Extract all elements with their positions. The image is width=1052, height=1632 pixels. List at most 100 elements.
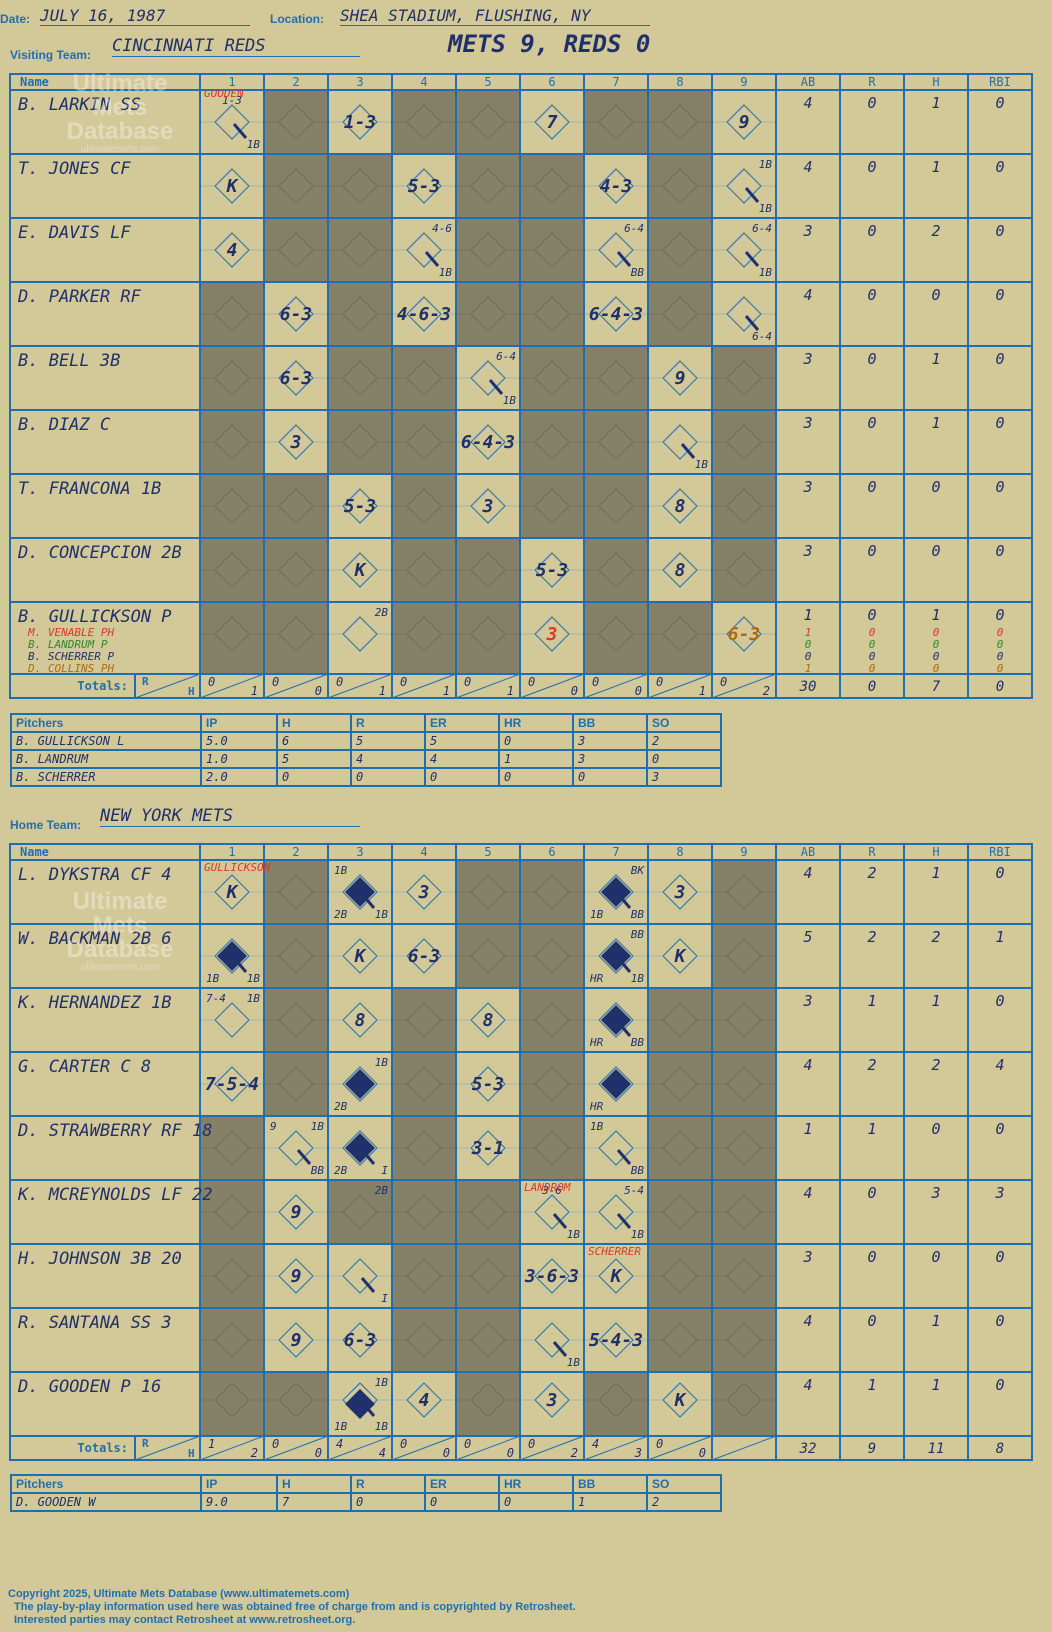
visitors-play-note: 2B	[375, 606, 389, 619]
home-base-diamond	[598, 1066, 634, 1102]
visitors-base-diamond	[726, 104, 762, 140]
home-player-stat: 1	[931, 1312, 940, 1330]
visitors-player-stat: 0	[995, 222, 1004, 240]
visitors-inning-cell	[392, 602, 456, 674]
visitors-header-inning: 9	[740, 75, 747, 89]
visitors-base-diamond	[406, 168, 442, 204]
visitors-hit-line	[616, 251, 632, 267]
visitors-base-diamond	[406, 104, 442, 140]
watermark-url: ultimatemets.com	[80, 144, 160, 155]
visitors-inning-total-hits: 1	[379, 684, 386, 698]
home-play-result: K	[354, 946, 368, 967]
home-pitchers-header-cell: ER	[424, 1474, 500, 1494]
home-play-note: 2B	[334, 1100, 348, 1113]
home-play-note: BB	[631, 1164, 645, 1177]
home-inning-total-runs: 0	[528, 1437, 535, 1451]
home-base-diamond	[534, 1130, 570, 1166]
location-label: Location:	[270, 12, 324, 26]
home-base-diamond	[214, 1258, 250, 1294]
home-play-note: HR	[589, 1100, 604, 1113]
home-base-diamond	[214, 1002, 250, 1038]
home-play-note: 1B	[590, 1120, 604, 1133]
home-pitcher-change-note: SCHERRER	[588, 1245, 641, 1258]
visitors-player-stat: 0	[995, 158, 1004, 176]
visitors-pitcher-row: B. GULLICKSON L 5.0 6 5 5 0 3 2	[10, 731, 722, 751]
home-player-stat: 4	[803, 864, 812, 882]
visitors-base-diamond	[342, 552, 378, 588]
home-inning-total-runs: 4	[592, 1437, 599, 1451]
visitors-base-diamond	[342, 104, 378, 140]
visitors-base-diamond	[598, 488, 634, 524]
visitors-pitcher-stat: 0	[498, 731, 574, 751]
visitors-play-note: 1B	[759, 202, 773, 215]
visitors-totals-label: Totals:	[77, 679, 128, 693]
visitors-base-diamond	[278, 168, 314, 204]
visitors-play-note: 6-4	[496, 350, 516, 363]
home-inning-total-runs: 0	[272, 1437, 279, 1451]
visitors-inning-total-runs: 0	[528, 675, 535, 689]
visitors-base-diamond	[598, 296, 634, 332]
visitors-player-stat: 0	[995, 94, 1004, 112]
home-base-diamond	[598, 1382, 634, 1418]
visitors-play-result: 3	[546, 624, 558, 645]
home-player-name: G. CARTER C 8	[18, 1057, 151, 1077]
visitors-pitchers-header-cell: IP	[200, 713, 278, 733]
home-player-name: K. MCREYNOLDS LF 22	[17, 1185, 212, 1205]
visitors-base-diamond	[598, 232, 634, 268]
visitors-player-name: T. FRANCONA 1B	[18, 479, 161, 499]
home-base-diamond	[406, 1066, 442, 1102]
home-play-result: 3	[546, 1390, 558, 1411]
home-player-stat: 1	[867, 992, 876, 1010]
visitors-hit-line	[680, 443, 696, 459]
visitors-pitcher-stat: 6	[276, 731, 352, 751]
visitors-base-diamond	[278, 424, 314, 460]
home-inning-total-slash	[583, 1435, 649, 1461]
visitors-header-stat: H	[932, 75, 939, 89]
visitors-total-stat: 7	[932, 679, 941, 695]
home-player-stat: 4	[803, 1056, 812, 1074]
home-player-name: W. BACKMAN 2B 6	[18, 929, 172, 949]
visitors-player-stat: 0	[931, 478, 940, 496]
home-base-diamond	[598, 1002, 634, 1038]
home-base-diamond	[406, 1322, 442, 1358]
visitors-base-diamond	[342, 296, 378, 332]
visitors-header-inning: 1	[228, 75, 235, 89]
visitors-header-stat: RBI	[989, 75, 1011, 89]
home-play-result: 6-3	[408, 946, 441, 967]
home-total-stat: 32	[799, 1441, 817, 1457]
visitors-base-diamond	[726, 360, 762, 396]
visitors-play-result: 7	[547, 112, 558, 133]
visitors-header-stat: AB	[801, 75, 815, 89]
home-player-stat: 0	[995, 1376, 1004, 1394]
visitors-base-diamond	[534, 232, 570, 268]
visitors-base-diamond	[406, 616, 442, 652]
home-play-note: I	[381, 1164, 388, 1177]
home-player-stat: 2	[867, 928, 876, 946]
home-base-diamond	[278, 938, 314, 974]
home-play-note: 2B	[334, 908, 348, 921]
home-pitcher-stat: 9.0	[200, 1492, 278, 1512]
home-inning-total-hits: 4	[379, 1446, 386, 1460]
visitors-pitcher-stat: 3	[572, 749, 648, 769]
visitors-base-diamond	[406, 552, 442, 588]
visitors-player-name: B. DIAZ C	[18, 415, 111, 435]
visitors-player-name: T. JONES CF	[18, 159, 131, 179]
home-base-diamond	[470, 1002, 506, 1038]
home-base-diamond	[470, 1194, 506, 1230]
visitors-play-result: 6-4-3	[589, 304, 643, 325]
visitors-play-result: 3	[290, 432, 302, 453]
home-base-diamond	[342, 1322, 378, 1358]
home-player-stat: 5	[803, 928, 812, 946]
visiting-team-label: Visiting Team:	[10, 48, 91, 62]
visitors-pitcher-name: B. SCHERRER	[10, 767, 202, 787]
visitors-base-diamond	[342, 616, 378, 652]
visitors-total-stat: 30	[799, 679, 817, 695]
home-header-inning: 8	[676, 845, 683, 859]
home-play-result: 5-3	[472, 1074, 505, 1095]
home-play-result: 5-4-3	[589, 1330, 643, 1351]
visitors-header-inning: 2	[292, 75, 299, 89]
visitors-inning-total-hits: 1	[443, 684, 450, 698]
visitors-base-diamond	[534, 360, 570, 396]
home-team-label: Home Team:	[10, 818, 82, 832]
visitors-base-diamond	[470, 296, 506, 332]
